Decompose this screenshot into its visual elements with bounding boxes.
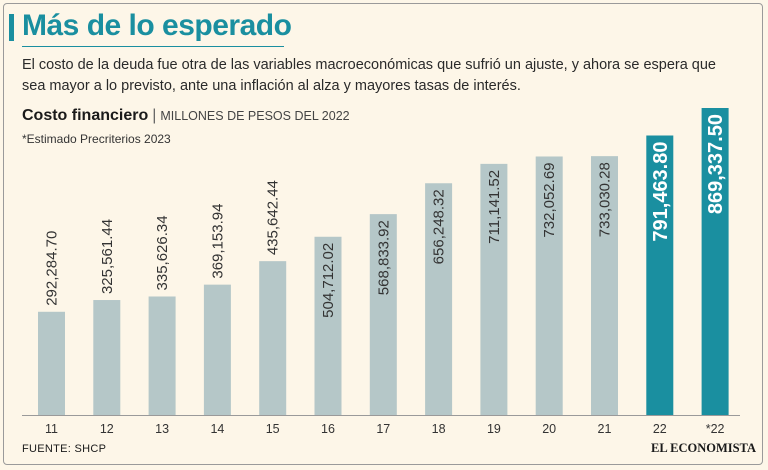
x-tick-label: 21 <box>598 422 612 436</box>
x-tick-label: 20 <box>542 422 556 436</box>
x-tick-label: 14 <box>210 422 224 436</box>
bar-12 <box>93 300 121 415</box>
page-title: Más de lo esperado <box>22 9 292 42</box>
x-tick-label: 22 <box>653 422 667 436</box>
bar-15 <box>259 261 287 415</box>
value-label: 369,153.94 <box>209 204 226 279</box>
x-tick-label: 11 <box>45 422 58 436</box>
x-tick-label: 17 <box>376 422 390 436</box>
chart-heading: Costo financiero | MILLONES DE PESOS DEL 2… <box>22 107 350 125</box>
x-tick-label: 13 <box>155 422 169 436</box>
bar-14 <box>203 284 231 415</box>
value-label: 711,141.52 <box>486 170 503 244</box>
title-underline <box>22 46 284 47</box>
x-tick-label: 15 <box>266 422 280 436</box>
x-tick-label: 18 <box>432 422 446 436</box>
x-tick-label: 12 <box>100 422 114 436</box>
bar-22 <box>646 135 674 415</box>
brand-logo: EL ECONOMISTA <box>651 441 756 456</box>
bar-19 <box>480 163 508 415</box>
value-label: 791,463.80 <box>650 142 672 242</box>
source-note: FUENTE: SHCP <box>22 443 107 455</box>
x-tick-label: 16 <box>321 422 335 436</box>
value-label: 656,248.32 <box>431 189 448 264</box>
chart-title: Costo financiero <box>22 107 149 124</box>
estimate-note: *Estimado Precriterios 2023 <box>22 132 171 146</box>
title-accent-bar <box>9 14 14 41</box>
bar-16 <box>314 236 342 415</box>
heading-separator: | <box>152 107 157 124</box>
bar-18 <box>425 183 453 415</box>
brand-name: EL ECONOMISTA <box>651 441 756 455</box>
bar-17 <box>369 214 397 415</box>
value-label: 568,833.92 <box>375 220 392 295</box>
value-label: 292,284.70 <box>44 231 61 306</box>
value-label: 733,030.28 <box>597 162 614 237</box>
x-tick-label: *22 <box>706 422 725 436</box>
value-label: 325,561.44 <box>99 219 116 294</box>
infographic-frame <box>3 3 763 465</box>
value-label: 732,052.69 <box>541 162 558 237</box>
value-label: 335,626.34 <box>154 215 171 290</box>
value-label: 504,712.02 <box>320 243 337 318</box>
bar-13 <box>148 296 176 415</box>
bar-21 <box>591 156 618 415</box>
subtitle: El costo de la deuda fue otra de las var… <box>22 57 716 94</box>
chart-units: MILLONES DE PESOS DEL 2022 <box>160 109 350 123</box>
bar-20 <box>535 156 563 416</box>
x-tick-label: 19 <box>487 422 501 436</box>
value-label: 435,642.44 <box>265 180 282 255</box>
value-label: 869,337.50 <box>705 114 727 214</box>
bar-est-22 <box>701 108 729 415</box>
bar-11 <box>38 311 65 415</box>
